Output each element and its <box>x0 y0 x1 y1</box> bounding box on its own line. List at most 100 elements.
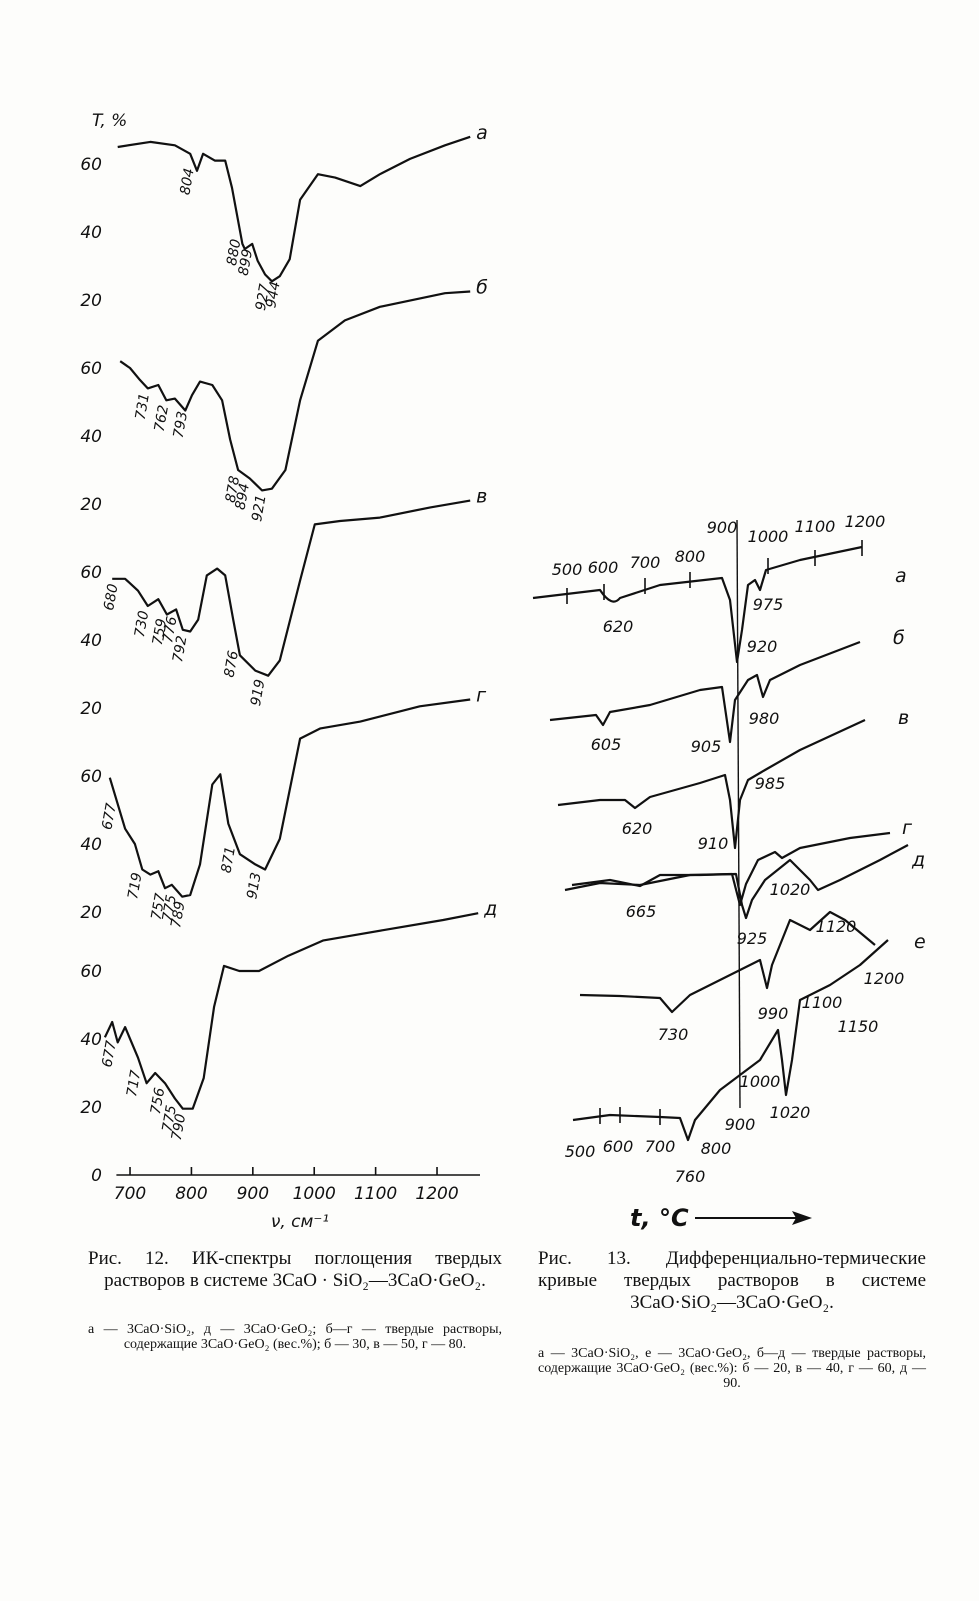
peak-label: 756 <box>148 1086 168 1115</box>
temperature-label: 1020 <box>770 880 811 899</box>
peak-label: 775 <box>160 1104 180 1133</box>
temperature-label: 800 <box>675 547 706 566</box>
temperature-label: 920 <box>747 637 778 656</box>
y-tick-label: 60 <box>80 155 102 175</box>
peak-label: 876 <box>222 649 242 678</box>
dta-curve <box>557 719 866 850</box>
series-name: б <box>476 277 488 299</box>
x-axis-label: t, °C <box>630 1204 689 1232</box>
y-tick-label: 20 <box>80 699 102 719</box>
temperature-ticks <box>566 540 863 1125</box>
curve-name: б <box>893 627 905 649</box>
figure-legend: а — 3CaO·SiO₂, е — 3CaO·GeO₂, б—д — твер… <box>538 1346 926 1391</box>
temperature-label: 1000 <box>740 1072 781 1091</box>
temperature-label: 730 <box>658 1025 689 1044</box>
dta-figure: а б в г д е 500 600 700 800 900 1000 110… <box>532 512 926 1232</box>
temperature-label: 800 <box>701 1139 732 1158</box>
figure-caption: Рис. 12. ИК-спектры поглощения твердых р… <box>88 1248 502 1291</box>
temperature-label: 665 <box>626 902 657 921</box>
temperature-label: 975 <box>753 595 784 614</box>
temperature-label: 700 <box>630 553 661 572</box>
x-axis-label: ν, см⁻¹ <box>271 1212 329 1232</box>
temperature-label: 620 <box>622 819 653 838</box>
temperature-label: 500 <box>552 560 583 579</box>
peak-label: 894 <box>233 482 253 511</box>
y-tick-label: 60 <box>80 359 102 379</box>
peak-label: 775 <box>160 894 180 923</box>
y-tick-label: 40 <box>80 835 102 855</box>
temperature-label: 1200 <box>864 969 905 988</box>
temperature-label: 1100 <box>802 993 843 1012</box>
y-tick-label: 40 <box>80 427 102 447</box>
temperature-label: 910 <box>698 834 729 853</box>
figure-caption: Рис. 13. Дифференциально-термические кри… <box>538 1248 926 1313</box>
temperature-label: 990 <box>758 1004 789 1023</box>
series-name: д <box>483 898 497 920</box>
temperature-label: 985 <box>755 774 786 793</box>
y-tick-label: 60 <box>80 962 102 982</box>
temperature-label: 600 <box>588 558 619 577</box>
curve-name: в <box>898 707 909 729</box>
temperature-label: 900 <box>725 1115 756 1134</box>
y-tick-label: 40 <box>80 631 102 651</box>
series-name: а <box>476 122 488 144</box>
series-name: г <box>476 685 487 707</box>
spectrum-line <box>108 698 471 898</box>
x-tick-label: 900 <box>237 1184 269 1204</box>
peak-label: 899 <box>236 248 256 277</box>
peak-label: 719 <box>125 871 145 900</box>
arrow-head <box>792 1211 812 1225</box>
spectrum-line <box>112 499 471 677</box>
temperature-label: 925 <box>737 929 768 948</box>
temperature-label: 1150 <box>838 1017 879 1036</box>
y-tick-label: 20 <box>80 495 102 515</box>
y-axis-label: T, % <box>92 111 127 131</box>
peak-label: 776 <box>160 615 180 644</box>
curve-name: д <box>911 849 925 871</box>
x-tick-label: 700 <box>114 1184 146 1204</box>
y-tick-label: 60 <box>80 563 102 583</box>
peak-label: 793 <box>171 410 191 439</box>
temperature-label: 700 <box>645 1137 676 1156</box>
temperature-label: 900 <box>707 518 738 537</box>
figure-legend: а — 3CaO·SiO₂, д — 3CaO·GeO₂; б—г — твер… <box>88 1322 502 1352</box>
peak-label: 680 <box>101 583 121 612</box>
peak-label: 677 <box>99 802 119 831</box>
peak-label: 927 <box>253 283 273 312</box>
peak-label: 913 <box>244 871 264 900</box>
temperature-label: 760 <box>675 1167 706 1186</box>
y-tick-label: 20 <box>80 1098 102 1118</box>
x-tick-label: 1100 <box>354 1184 397 1204</box>
peak-label: 759 <box>150 617 170 646</box>
spectrum-line <box>103 912 479 1110</box>
dta-curve <box>572 939 889 1142</box>
peak-label: 878 <box>223 475 243 504</box>
x-tick-label: 800 <box>175 1184 207 1204</box>
temperature-label: 980 <box>749 709 780 728</box>
spectrum-line <box>117 135 471 283</box>
y-tick-label: 40 <box>80 1030 102 1050</box>
y-tick-label: 20 <box>80 903 102 923</box>
dta-curve <box>549 640 861 744</box>
peak-label: 871 <box>219 845 239 874</box>
curve-name: е <box>914 931 926 953</box>
temperature-label: 1000 <box>748 527 789 546</box>
temperature-labels: 500 600 700 800 900 1000 1100 1200 620 9… <box>552 512 905 1186</box>
peak-label: 790 <box>169 1113 189 1142</box>
peak-label: 789 <box>168 900 188 929</box>
dta-curve <box>579 910 876 1014</box>
temperature-label: 500 <box>565 1142 596 1161</box>
x-tick-label: 1200 <box>415 1184 458 1204</box>
temperature-label: 605 <box>591 735 622 754</box>
peak-label: 792 <box>170 634 190 663</box>
peak-label: 919 <box>248 678 268 707</box>
peak-label: 730 <box>132 609 152 638</box>
curve-name: г <box>902 817 913 839</box>
peak-label: 731 <box>133 392 153 421</box>
